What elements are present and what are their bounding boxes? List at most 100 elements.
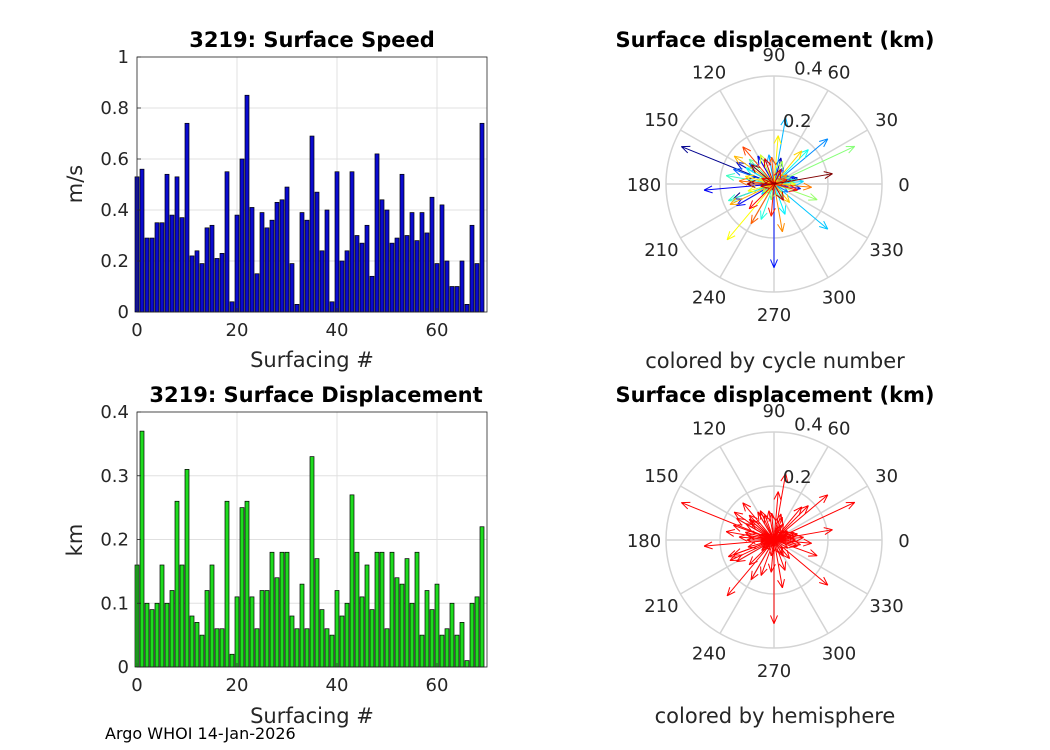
- polar-hemisphere-grid: [665, 431, 883, 649]
- bar: [149, 609, 155, 668]
- displacement-arrow: [773, 183, 785, 233]
- bar: [464, 660, 470, 668]
- x-tick-label: 60: [426, 320, 449, 341]
- bar: [439, 634, 445, 668]
- bar: [434, 583, 440, 668]
- displacement-arrow: [767, 183, 776, 217]
- bar: [144, 602, 150, 668]
- x-tick-label: 60: [426, 675, 449, 696]
- bar: [219, 253, 225, 313]
- bar: [169, 590, 175, 668]
- displacement-arrow: [750, 183, 775, 225]
- displacement-arrow: [773, 527, 833, 541]
- bar: [279, 551, 285, 668]
- displacement-arrow: [750, 520, 775, 541]
- displacement-arrow: [726, 539, 775, 597]
- bar: [209, 564, 215, 668]
- bar: [164, 602, 170, 668]
- bar: [299, 583, 305, 668]
- angle-label: 90: [763, 45, 786, 66]
- angle-label: 150: [644, 110, 678, 131]
- displacement-arrow: [773, 524, 782, 541]
- angle-label: 30: [875, 466, 898, 487]
- displacement-arrow: [681, 145, 775, 185]
- displacement-arrow: [773, 183, 787, 215]
- bar: [319, 609, 325, 668]
- bar: [284, 186, 290, 313]
- bar: [179, 564, 185, 668]
- bar: [264, 590, 270, 668]
- bar: [209, 224, 215, 313]
- bar: [389, 551, 395, 668]
- bar: [434, 263, 440, 313]
- displacement-x-label: Surfacing #: [250, 704, 374, 728]
- displacement-arrow: [773, 138, 829, 185]
- bar: [184, 122, 190, 313]
- displacement-bars: [134, 430, 485, 668]
- bar: [154, 222, 160, 313]
- bar: [339, 260, 345, 313]
- displacement-arrow: [773, 183, 798, 193]
- bar: [144, 237, 150, 313]
- displacement-arrow: [746, 180, 774, 188]
- bar: [449, 602, 455, 668]
- bar: [384, 209, 390, 313]
- angle-label: 120: [692, 418, 726, 439]
- bar: [234, 596, 240, 668]
- bar: [259, 590, 265, 668]
- bar: [224, 171, 230, 313]
- displacement-arrow: [773, 539, 829, 586]
- displacement-arrow: [767, 539, 776, 573]
- bar: [204, 227, 210, 313]
- bar: [254, 628, 260, 668]
- polar-spoke: [773, 183, 868, 239]
- y-tick-label: 0.2: [100, 251, 129, 272]
- surface-displacement-chart: 0 20 40 60 0 0.1 0.2 0.3 0.4 3219: Surface Disp…: [63, 383, 488, 728]
- polar-cycle-chart: 0 30 60 90 120 150 180 210 240 270 300 330 0.2 0.4 Su…: [615, 28, 934, 373]
- displacement-arrow: [773, 494, 829, 541]
- displacement-arrow: [742, 502, 775, 541]
- bar: [264, 227, 270, 313]
- y-tick-label: 0: [118, 302, 129, 323]
- footer-stamp: Argo WHOI 14-Jan-2026: [105, 724, 296, 743]
- bar: [294, 304, 300, 313]
- displacement-arrow: [773, 135, 782, 185]
- bar: [429, 196, 435, 313]
- y-tick-label: 0.1: [100, 593, 129, 614]
- bar: [244, 500, 250, 668]
- bar: [174, 500, 180, 668]
- speed-x-label: Surfacing #: [250, 348, 374, 372]
- angle-label: 60: [828, 62, 851, 83]
- bar: [204, 590, 210, 668]
- displacement-arrow: [748, 183, 775, 210]
- angle-label: 270: [757, 305, 791, 326]
- displacement-arrow: [773, 117, 789, 185]
- bar: [339, 615, 345, 668]
- bar: [139, 168, 145, 313]
- bar: [459, 622, 465, 668]
- polar-hemisphere-caption: colored by hemisphere: [655, 704, 896, 728]
- bar: [344, 250, 350, 313]
- bar: [259, 212, 265, 313]
- displacement-arrow: [773, 538, 812, 547]
- bar: [409, 212, 415, 313]
- bar: [409, 602, 415, 668]
- x-tick-label: 40: [326, 675, 349, 696]
- angle-label: 210: [644, 596, 678, 617]
- polar-hemisphere-chart: 0 30 60 90 120 150 180 210 240 270 300 330 0.2 0.4 Su…: [615, 383, 934, 728]
- bar: [274, 202, 280, 313]
- bar: [189, 255, 195, 313]
- y-tick-label: 0.4: [100, 402, 129, 423]
- bar: [424, 590, 430, 668]
- displacement-arrow: [773, 183, 818, 201]
- bar: [474, 263, 480, 313]
- y-tick-label: 0.4: [100, 200, 129, 221]
- bar: [469, 602, 475, 668]
- displacement-arrow: [770, 540, 778, 624]
- y-tick-label: 1: [118, 47, 129, 68]
- polar-spoke: [773, 129, 868, 185]
- angle-label: 0: [898, 531, 909, 552]
- bar: [459, 260, 465, 313]
- bar: [149, 237, 155, 313]
- bar: [359, 242, 365, 313]
